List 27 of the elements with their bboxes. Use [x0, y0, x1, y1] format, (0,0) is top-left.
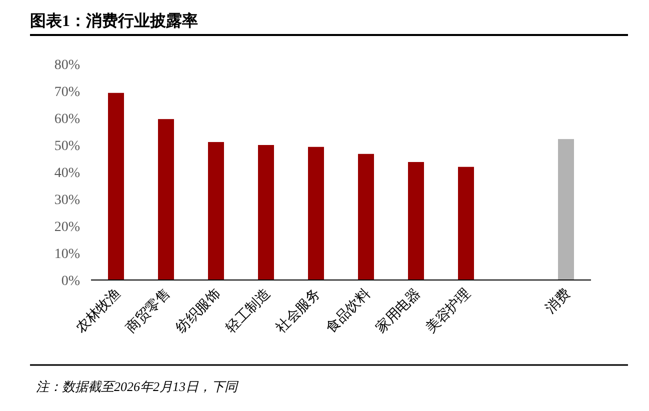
x-tick-label: 商贸零售 — [122, 286, 174, 336]
y-tick-label: 30% — [54, 193, 80, 208]
y-tick-label: 10% — [54, 247, 80, 262]
y-tick-label: 60% — [54, 112, 80, 127]
x-tick-label: 食品饮料 — [322, 286, 374, 336]
x-tick-label: 社会服务 — [272, 286, 324, 336]
bar — [358, 154, 374, 280]
x-tick-label: 轻工制造 — [222, 286, 274, 336]
bar — [408, 162, 424, 280]
y-tick-label: 40% — [54, 166, 80, 181]
x-tick-label: 纺织服饰 — [172, 286, 224, 336]
bar — [458, 166, 474, 280]
x-tick-label: 消费 — [542, 286, 574, 317]
bar — [208, 142, 224, 280]
bar — [158, 119, 174, 280]
bar — [258, 145, 274, 280]
chart-title: 图表1：消费行业披露率 — [30, 11, 198, 30]
x-tick-label: 家用电器 — [372, 286, 424, 336]
y-tick-label: 70% — [54, 85, 80, 100]
y-tick-label: 20% — [54, 220, 80, 235]
y-tick-label: 50% — [54, 139, 80, 154]
bar — [558, 139, 574, 280]
y-tick-label: 80% — [54, 58, 80, 73]
bar — [308, 146, 324, 280]
bar — [108, 92, 124, 280]
text: 注：数据截至2026年2月13日，下同 — [36, 379, 240, 394]
x-tick-label: 美容护理 — [422, 286, 474, 336]
